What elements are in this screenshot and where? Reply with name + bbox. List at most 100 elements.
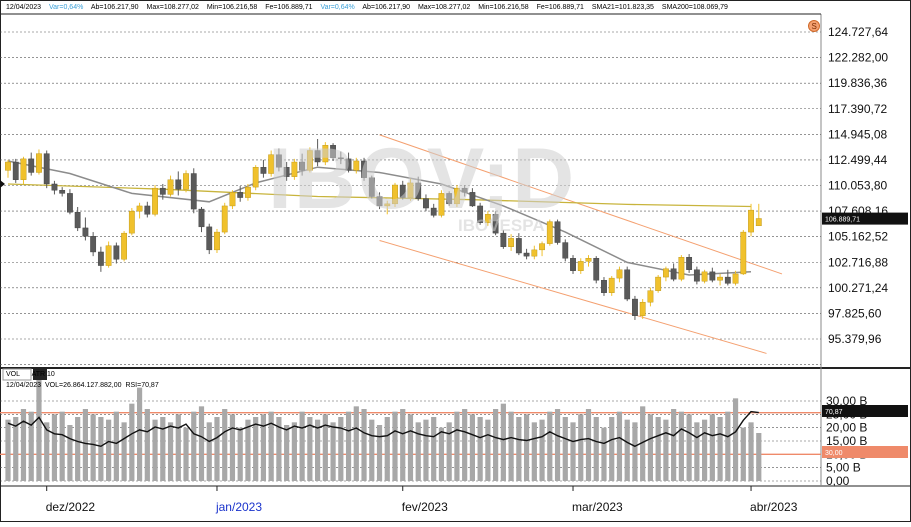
candle-body[interactable] (686, 256, 693, 270)
candle-body[interactable] (5, 161, 11, 171)
candle-body[interactable] (624, 269, 631, 300)
tab-atr[interactable]: ATR 10 (31, 371, 55, 378)
volume-bar[interactable] (609, 417, 615, 481)
candle-body[interactable] (454, 187, 460, 205)
candle-body[interactable] (12, 161, 19, 180)
candle-body[interactable] (206, 226, 213, 251)
candle-body[interactable] (136, 205, 143, 212)
volume-bar[interactable] (160, 417, 166, 481)
candle-body[interactable] (20, 158, 27, 180)
candle-body[interactable] (128, 210, 135, 234)
volume-bar[interactable] (291, 422, 297, 481)
candle-body[interactable] (709, 271, 716, 281)
volume-bar[interactable] (438, 427, 445, 481)
candle-body[interactable] (515, 238, 522, 254)
volume-bar[interactable] (709, 414, 715, 481)
volume-bar[interactable] (376, 425, 383, 481)
candle-body[interactable] (90, 236, 97, 253)
candle-body[interactable] (539, 243, 545, 251)
volume-bar[interactable] (59, 411, 65, 481)
candle-body[interactable] (198, 208, 205, 228)
volume-bar[interactable] (369, 419, 375, 481)
volume-bar[interactable] (338, 417, 344, 481)
volume-bar[interactable] (206, 422, 212, 481)
volume-bar[interactable] (129, 403, 135, 481)
volume-bar[interactable] (121, 422, 127, 481)
candle-body[interactable] (74, 212, 81, 229)
candle-body[interactable] (283, 167, 290, 177)
candle-body[interactable] (159, 187, 166, 195)
candle-body[interactable] (183, 173, 189, 190)
volume-bar[interactable] (725, 411, 731, 481)
volume-bar[interactable] (400, 409, 406, 481)
candle-body[interactable] (229, 192, 236, 207)
candle-body[interactable] (67, 193, 73, 213)
candle-body[interactable] (500, 232, 507, 247)
volume-bar[interactable] (407, 414, 414, 481)
candle-body[interactable] (175, 179, 182, 190)
volume-bar[interactable] (493, 409, 499, 481)
candle-body[interactable] (570, 258, 576, 271)
candle-body[interactable] (105, 245, 112, 266)
settings-icon[interactable] (808, 20, 820, 32)
volume-bar[interactable] (75, 417, 81, 481)
volume-bar[interactable] (593, 417, 599, 481)
volume-bar[interactable] (44, 422, 50, 481)
candle-body[interactable] (546, 221, 553, 244)
candle-body[interactable] (399, 184, 406, 198)
volume-bar[interactable] (113, 411, 119, 481)
volume-bar[interactable] (462, 409, 468, 481)
volume-bar[interactable] (384, 417, 390, 481)
volume-bar[interactable] (539, 419, 545, 481)
volume-bar[interactable] (245, 419, 251, 481)
candle-body[interactable] (314, 150, 321, 163)
candle-body[interactable] (82, 227, 89, 237)
candle-body[interactable] (508, 238, 514, 247)
candle-body[interactable] (701, 271, 708, 282)
volume-bar[interactable] (353, 406, 359, 481)
candle-body[interactable] (144, 205, 151, 215)
volume-bar[interactable] (214, 417, 220, 481)
candle-body[interactable] (732, 273, 739, 284)
volume-bar[interactable] (671, 409, 677, 481)
candle-body[interactable] (423, 198, 429, 209)
candle-body[interactable] (577, 261, 584, 271)
volume-bar[interactable] (175, 414, 181, 481)
candle-body[interactable] (51, 183, 58, 191)
candle-body[interactable] (376, 196, 383, 207)
candle-body[interactable] (368, 177, 375, 197)
volume-bar[interactable] (570, 422, 576, 481)
candle-body[interactable] (353, 160, 360, 171)
candle-body[interactable] (755, 218, 762, 227)
volume-bar[interactable] (82, 409, 88, 481)
volume-bar[interactable] (516, 417, 522, 481)
candle-body[interactable] (446, 193, 453, 205)
candle-body[interactable] (291, 161, 298, 177)
tab-close-box[interactable] (33, 369, 47, 380)
volume-bar[interactable] (655, 417, 661, 481)
volume-bar[interactable] (90, 414, 96, 481)
volume-bar[interactable] (152, 419, 158, 481)
volume-bar[interactable] (508, 411, 514, 481)
candle-body[interactable] (252, 167, 259, 188)
volume-bar[interactable] (500, 403, 506, 481)
candle-body[interactable] (28, 158, 35, 173)
candle-body[interactable] (663, 268, 669, 278)
volume-bar[interactable] (51, 414, 58, 481)
candle-body[interactable] (260, 167, 267, 174)
candle-body[interactable] (678, 256, 685, 280)
candle-body[interactable] (268, 154, 275, 174)
volume-bar[interactable] (392, 411, 398, 481)
candle-body[interactable] (724, 276, 731, 284)
volume-bar[interactable] (446, 422, 452, 481)
candle-body[interactable] (593, 258, 600, 281)
candle-body[interactable] (438, 193, 445, 216)
volume-bar[interactable] (477, 417, 483, 481)
volume-bar[interactable] (686, 414, 692, 481)
volume-bar[interactable] (13, 417, 19, 481)
candle-body[interactable] (152, 187, 158, 215)
candle-body[interactable] (484, 214, 491, 223)
volume-bar[interactable] (191, 411, 197, 481)
candle-body[interactable] (407, 182, 414, 198)
candle-body[interactable] (461, 187, 468, 193)
